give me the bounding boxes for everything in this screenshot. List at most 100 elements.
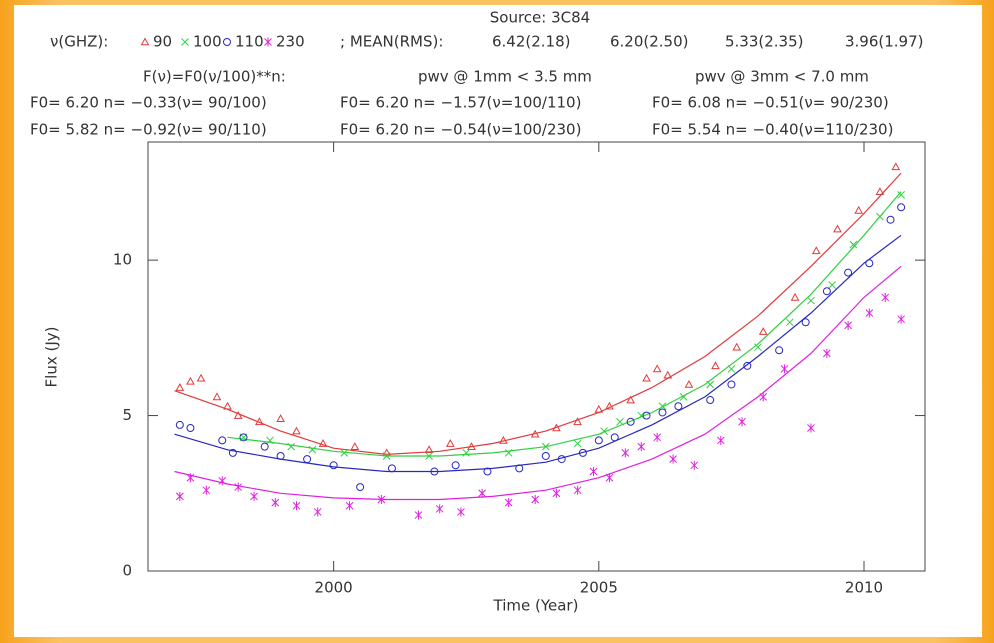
marker-part	[223, 38, 231, 46]
marker-part	[140, 37, 150, 46]
marker-part	[600, 427, 608, 435]
legend-entry: 230	[276, 33, 305, 51]
fit-curve	[174, 234, 902, 473]
data-point	[234, 482, 243, 492]
data-point	[833, 224, 842, 233]
marker-part	[499, 435, 508, 444]
x-tick-label: 2000	[315, 579, 353, 597]
y-tick-label: 0	[122, 562, 132, 580]
marker-part	[318, 439, 328, 447]
marker-part	[557, 455, 566, 464]
marker-part	[626, 417, 635, 426]
marker-part	[308, 445, 317, 454]
marker-part	[610, 433, 619, 442]
marker-part	[329, 461, 338, 470]
data-point	[318, 439, 328, 447]
data-point	[690, 460, 699, 470]
fit-formula: F(ν)=F0(ν/100)**n:	[143, 68, 286, 86]
data-point	[175, 383, 185, 391]
data-point	[308, 445, 317, 454]
data-point	[350, 442, 360, 450]
data-point	[891, 162, 901, 171]
data-point	[345, 501, 354, 511]
data-point	[589, 467, 598, 477]
mean-rms: 6.42(2.18)	[492, 33, 571, 51]
marker-part	[578, 448, 587, 457]
legend-marker	[181, 38, 189, 46]
data-point	[212, 392, 222, 401]
marker-part	[181, 38, 189, 46]
marker-part	[186, 424, 195, 432]
data-point	[637, 442, 646, 452]
legend-entry: 90	[153, 33, 172, 51]
data-point	[255, 417, 264, 426]
data-point	[573, 417, 582, 426]
marker-part	[828, 281, 837, 289]
data-point	[303, 455, 312, 464]
data-point	[445, 439, 455, 447]
marker-part	[807, 296, 815, 305]
marker-part	[175, 420, 184, 429]
data-point	[706, 396, 715, 405]
marker-part	[515, 464, 524, 473]
marker-part	[303, 455, 312, 464]
data-point	[504, 498, 513, 508]
data-point	[849, 240, 858, 249]
marker-part	[886, 215, 895, 224]
fit-result: F0= 6.08 n= −0.51(ν= 90/230)	[652, 94, 889, 112]
data-point	[658, 408, 667, 417]
data-point	[875, 187, 885, 196]
marker-part	[467, 442, 476, 450]
data-point	[616, 417, 624, 426]
data-point	[218, 476, 227, 486]
x-tick-label: 2010	[845, 579, 883, 597]
marker-part	[356, 483, 365, 492]
data-point	[186, 376, 195, 385]
y-tick-label: 10	[113, 251, 132, 269]
marker-part	[541, 442, 550, 451]
data-point	[626, 417, 635, 426]
data-point	[462, 449, 471, 457]
data-point	[738, 417, 746, 427]
y-axis-label: Flux (Jy)	[43, 327, 61, 388]
marker-part	[594, 436, 603, 445]
marker-part	[658, 408, 667, 417]
marker-part	[616, 417, 624, 426]
marker-part	[228, 448, 237, 457]
data-point	[897, 203, 906, 212]
data-point	[483, 467, 492, 476]
data-point	[732, 342, 742, 351]
data-point	[499, 435, 508, 444]
data-point	[504, 449, 513, 457]
marker-part	[573, 417, 582, 426]
marker-part	[754, 343, 762, 352]
data-point	[382, 452, 391, 460]
data-point	[557, 455, 566, 464]
marker-part	[605, 401, 614, 410]
data-point	[674, 402, 683, 411]
marker-part	[483, 467, 492, 476]
data-point	[626, 395, 635, 404]
data-point	[758, 327, 768, 335]
data-point	[515, 464, 524, 473]
data-point	[223, 401, 232, 410]
marker-part	[706, 380, 715, 389]
data-point	[594, 436, 603, 445]
marker-part	[462, 449, 471, 457]
marker-part	[663, 370, 673, 379]
data-point	[260, 442, 269, 451]
data-point	[239, 433, 248, 442]
data-point	[424, 445, 434, 454]
data-point	[228, 448, 237, 457]
data-point	[329, 461, 338, 470]
data-point	[276, 414, 285, 422]
marker-part	[451, 461, 460, 470]
data-point	[186, 473, 195, 483]
data-point	[754, 343, 762, 352]
panel	[14, 5, 982, 637]
data-point	[435, 504, 444, 514]
data-point	[573, 439, 582, 448]
data-point	[865, 308, 874, 318]
data-point	[897, 314, 905, 324]
data-point	[430, 467, 439, 476]
